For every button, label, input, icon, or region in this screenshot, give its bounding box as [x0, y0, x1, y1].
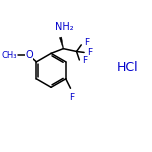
Text: O: O	[25, 50, 33, 60]
Text: F: F	[84, 38, 89, 47]
Text: F: F	[82, 56, 87, 65]
Text: HCl: HCl	[117, 61, 138, 74]
Polygon shape	[59, 37, 64, 49]
Text: CH₃: CH₃	[1, 51, 17, 60]
Text: F: F	[87, 48, 92, 57]
Text: NH₂: NH₂	[55, 22, 74, 32]
Text: F: F	[69, 93, 74, 102]
